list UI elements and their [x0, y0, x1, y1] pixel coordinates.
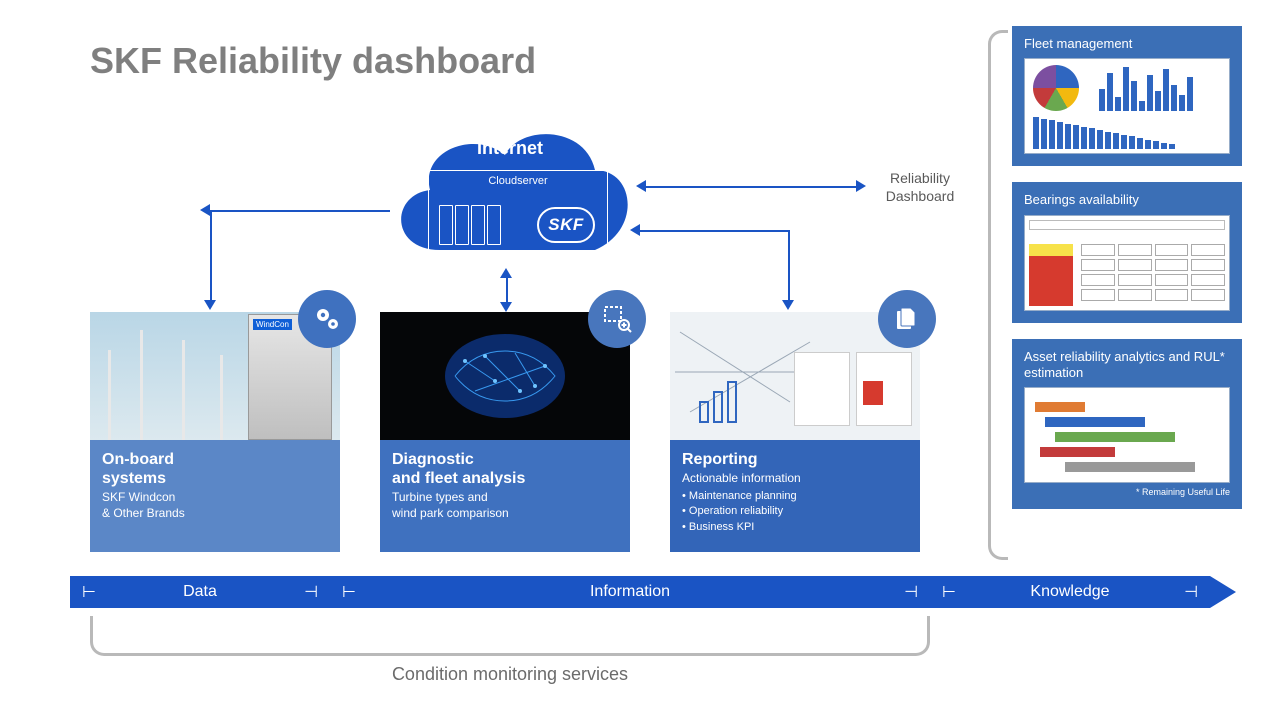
- server-rack-icon: [439, 205, 501, 245]
- card-caption: Diagnostic and fleet analysis Turbine ty…: [380, 440, 630, 552]
- card-onboard-systems: WindCon On-board systems SKF Windcon & O…: [90, 312, 340, 552]
- flow-arrowhead-icon: [1210, 576, 1236, 608]
- bottom-brace-icon: [90, 616, 930, 656]
- bullet-item: Operation reliability: [682, 504, 908, 519]
- rcard-fleet-management: Fleet management: [1012, 26, 1242, 166]
- right-column: Fleet management Bearings availability A…: [1012, 26, 1242, 509]
- bar-chart-icon: [1099, 67, 1193, 111]
- cloud-label: Internet: [380, 138, 640, 159]
- flow-seg-information: ⊢ Information ⊣: [330, 576, 930, 608]
- bullet-item: Business KPI: [682, 520, 908, 535]
- rcard-thumb-gantt: [1024, 387, 1230, 483]
- bar-chart-icon: [1033, 117, 1175, 149]
- rcard-footnote: * Remaining Useful Life: [1024, 487, 1230, 497]
- flow-arrow: ⊢ Data ⊣ ⊢ Information ⊣ ⊢ Knowledge ⊣: [70, 576, 1236, 608]
- arrow-cloud-to-reporting: [640, 230, 790, 232]
- card-bullets: Maintenance planning Operation reliabili…: [682, 489, 908, 535]
- skf-logo-icon: SKF: [537, 207, 595, 243]
- arrow-cloud-to-onboard: [210, 210, 390, 212]
- card-title: Reporting: [682, 450, 908, 469]
- reliability-dashboard-label: Reliability Dashboard: [870, 170, 970, 205]
- card-reporting: Reporting Actionable information Mainten…: [670, 312, 920, 552]
- bullet-item: Maintenance planning: [682, 489, 908, 504]
- arrow-cloud-to-diagnostic: [506, 278, 508, 304]
- cards-row: WindCon On-board systems SKF Windcon & O…: [90, 312, 920, 552]
- documents-icon: [878, 290, 936, 348]
- arrowhead-icon: [204, 300, 216, 310]
- card-subtitle: Turbine types and wind park comparison: [392, 490, 618, 521]
- cloudserver-box: Cloudserver SKF: [428, 170, 608, 252]
- gear-icon: [298, 290, 356, 348]
- zoom-select-icon: [588, 290, 646, 348]
- rcard-title: Fleet management: [1024, 36, 1230, 52]
- table-grid-icon: [1081, 244, 1225, 301]
- arrowhead-icon: [782, 300, 794, 310]
- arrow-cloud-to-reporting-v: [788, 230, 790, 302]
- mini-report-icon: [794, 352, 850, 426]
- arrowhead-icon: [500, 302, 512, 312]
- circuit-brain-icon: [425, 321, 585, 431]
- rcard-thumb-charts: [1024, 58, 1230, 154]
- arrowhead-icon: [856, 180, 866, 192]
- flow-seg-data: ⊢ Data ⊣: [70, 576, 330, 608]
- cloud-internet: Internet Cloudserver SKF: [380, 100, 640, 280]
- rcard-title: Bearings availability: [1024, 192, 1230, 208]
- arrowhead-icon: [500, 268, 512, 278]
- cloudserver-label: Cloudserver: [429, 171, 607, 187]
- arrowhead-icon: [630, 224, 640, 236]
- arrow-cloud-to-onboard-v: [210, 210, 212, 302]
- arrowhead-icon: [636, 180, 646, 192]
- right-bracket-icon: [988, 30, 1008, 560]
- flow-seg-knowledge: ⊢ Knowledge ⊣: [930, 576, 1210, 608]
- rcard-thumb-table: [1024, 215, 1230, 311]
- card-diagnostic: Diagnostic and fleet analysis Turbine ty…: [380, 312, 630, 552]
- rcard-bearings: Bearings availability: [1012, 182, 1242, 322]
- card-subtitle: Actionable information: [682, 471, 908, 487]
- rcard-rul: Asset reliability analytics and RUL* est…: [1012, 339, 1242, 510]
- page-title: SKF Reliability dashboard: [90, 40, 536, 82]
- mini-report-icon: [856, 352, 912, 426]
- condition-monitoring-label: Condition monitoring services: [90, 664, 930, 685]
- card-title: On-board systems: [102, 450, 328, 488]
- card-subtitle: SKF Windcon & Other Brands: [102, 490, 328, 521]
- pie-chart-icon: [1033, 65, 1079, 111]
- arrowhead-icon: [200, 204, 210, 216]
- card-caption: Reporting Actionable information Mainten…: [670, 440, 920, 552]
- card-caption: On-board systems SKF Windcon & Other Bra…: [90, 440, 340, 552]
- rcard-title: Asset reliability analytics and RUL* est…: [1024, 349, 1230, 382]
- arrow-cloud-to-dashboard: [646, 186, 856, 188]
- card-title: Diagnostic and fleet analysis: [392, 450, 618, 488]
